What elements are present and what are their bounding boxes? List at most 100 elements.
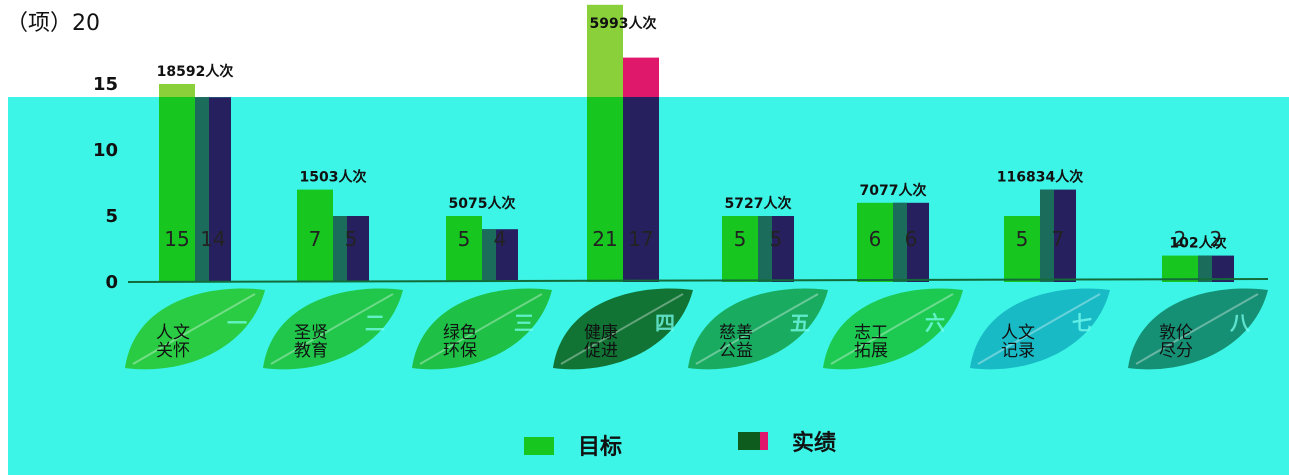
- y-axis-unit-label: （项）20: [6, 11, 100, 36]
- target-value-label: 5: [458, 227, 471, 251]
- category-label-line2: 拓展: [854, 341, 888, 361]
- category-label-line2: 教育: [294, 341, 328, 361]
- category-label-line1: 绿色: [443, 323, 477, 343]
- y-tick-label: 10: [93, 140, 118, 161]
- bar-actual-shade: [1198, 255, 1212, 282]
- leaf-shape: [263, 288, 403, 370]
- people-count-label: 102人次: [1169, 235, 1226, 252]
- leaf-shape: [1128, 288, 1268, 370]
- bar-actual-shade: [482, 229, 496, 282]
- category-label-line2: 尽分: [1159, 341, 1193, 361]
- category-label-line2: 记录: [1001, 341, 1035, 361]
- target-value-label: 21: [592, 227, 617, 251]
- y-tick-label: 0: [105, 272, 118, 293]
- bar-actual-overflow: [623, 57, 659, 97]
- leaf-vein: [977, 293, 1101, 365]
- target-value-label: 5: [734, 227, 747, 251]
- people-count-label: 5727人次: [725, 195, 792, 212]
- category-label-line1: 人文: [156, 323, 190, 343]
- category-numeral: 二: [365, 311, 385, 335]
- category-numeral: 三: [514, 311, 534, 335]
- actual-value-label: 2: [1210, 227, 1223, 251]
- people-count-label: 116834人次: [997, 169, 1083, 186]
- category-numeral: 六: [925, 311, 945, 335]
- bar-target: [446, 216, 482, 282]
- category-numeral: 四: [655, 311, 675, 335]
- category-numeral: 五: [790, 311, 810, 335]
- target-value-label: 7: [309, 227, 322, 251]
- leaf-vein: [270, 293, 394, 365]
- bar-actual-shade: [893, 202, 907, 282]
- category-numeral: 一: [227, 311, 247, 335]
- x-axis-baseline: [127, 278, 1269, 283]
- leaf-shape: [553, 288, 693, 370]
- leaf-vein: [419, 293, 543, 365]
- target-value-label: 6: [869, 227, 882, 251]
- people-count-label: 1503人次: [300, 169, 367, 186]
- bar-actual-shade: [1040, 189, 1054, 282]
- legend-target-label: 目标: [578, 434, 622, 460]
- bar-actual-shade: [195, 97, 209, 282]
- category-label-line2: 关怀: [156, 341, 190, 361]
- leaf-vein: [695, 293, 819, 365]
- actual-value-label: 17: [628, 227, 653, 251]
- legend-actual-swatch-accent: [760, 432, 768, 450]
- leaf-shape: [412, 288, 552, 370]
- bar-actual-shade: [333, 216, 347, 282]
- actual-value-label: 4: [494, 227, 507, 251]
- leaf-vein: [560, 293, 684, 365]
- category-label-line2: 环保: [443, 341, 477, 361]
- category-label-line1: 敦伦: [1159, 323, 1193, 343]
- actual-value-label: 14: [200, 227, 225, 251]
- category-label-line1: 人文: [1001, 323, 1035, 343]
- bar-target: [722, 216, 758, 282]
- leaf-vein: [830, 293, 954, 365]
- target-value-label: 15: [164, 227, 189, 251]
- leaf-vein: [132, 293, 256, 365]
- y-tick-label: 15: [93, 74, 118, 95]
- category-label-line2: 公益: [719, 341, 753, 361]
- actual-value-label: 7: [1052, 227, 1065, 251]
- category-label-line1: 健康: [584, 323, 618, 343]
- people-count-label: 7077人次: [860, 182, 927, 199]
- leaf-shape: [688, 288, 828, 370]
- people-count-label: 5993人次: [590, 15, 657, 32]
- leaf-vein: [1135, 293, 1259, 365]
- category-numeral: 八: [1230, 311, 1251, 335]
- target-value-label: 5: [1016, 227, 1029, 251]
- bar-target: [857, 202, 893, 282]
- leaf-shape: [125, 288, 265, 370]
- actual-value-label: 5: [345, 227, 358, 251]
- bar-target: [159, 97, 195, 282]
- bar-target: [1004, 216, 1040, 282]
- legend: 目标 实绩: [524, 430, 836, 460]
- category-label-line1: 志工: [854, 323, 888, 343]
- bar-target-overflow: [159, 84, 195, 97]
- actual-value-label: 6: [905, 227, 918, 251]
- bar-target: [1162, 255, 1198, 282]
- bar-target-overflow: [587, 4, 623, 97]
- category-label-line2: 促进: [584, 341, 618, 361]
- bar-target: [587, 97, 623, 282]
- category-label-line1: 慈善: [719, 323, 753, 343]
- actual-value-label: 5: [770, 227, 783, 251]
- people-count-label: 5075人次: [449, 195, 516, 212]
- category-numeral: 七: [1072, 311, 1092, 335]
- people-count-label: 18592人次: [157, 63, 234, 80]
- category-label-line1: 圣贤: [294, 323, 328, 343]
- bar-actual-shade: [758, 216, 772, 282]
- bar-actual: [623, 97, 659, 282]
- bar-target: [297, 189, 333, 282]
- legend-actual-label: 实绩: [792, 430, 836, 456]
- leaf-shape: [970, 288, 1110, 370]
- y-tick-label: 5: [105, 206, 118, 227]
- legend-target-swatch: [524, 437, 554, 455]
- leaf-shape: [823, 288, 963, 370]
